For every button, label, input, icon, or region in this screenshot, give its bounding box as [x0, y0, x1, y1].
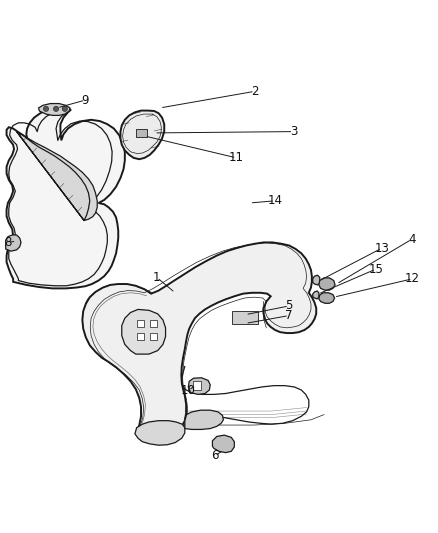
Polygon shape [6, 235, 21, 251]
Text: 7: 7 [285, 309, 293, 322]
Circle shape [62, 106, 67, 111]
Polygon shape [313, 275, 320, 285]
Polygon shape [17, 132, 97, 221]
Text: 2: 2 [251, 85, 259, 98]
Text: 3: 3 [290, 125, 297, 138]
Bar [150, 320, 157, 327]
Polygon shape [135, 421, 185, 445]
Circle shape [43, 106, 49, 111]
Polygon shape [313, 291, 319, 299]
Bar [137, 320, 144, 327]
Text: 9: 9 [81, 94, 89, 107]
Bar [193, 381, 201, 390]
Polygon shape [82, 243, 316, 435]
Polygon shape [39, 103, 70, 115]
Text: 1: 1 [153, 271, 161, 284]
Text: 14: 14 [268, 195, 283, 207]
Polygon shape [7, 108, 125, 288]
Text: 13: 13 [374, 241, 389, 255]
Polygon shape [120, 110, 164, 159]
Bar [136, 129, 147, 137]
Polygon shape [188, 378, 210, 394]
Text: 11: 11 [229, 151, 244, 164]
Polygon shape [122, 310, 166, 354]
Text: 15: 15 [368, 263, 383, 276]
Text: 10: 10 [181, 384, 196, 397]
Text: 4: 4 [408, 233, 416, 246]
Circle shape [53, 106, 59, 111]
Text: 8: 8 [4, 236, 11, 249]
Bar [232, 311, 258, 324]
Bar [150, 333, 157, 340]
Text: 6: 6 [211, 449, 219, 462]
Polygon shape [319, 278, 335, 290]
Polygon shape [319, 293, 335, 303]
Bar [137, 333, 144, 340]
Text: 5: 5 [286, 300, 293, 312]
Polygon shape [185, 410, 223, 430]
Text: 12: 12 [405, 272, 420, 285]
Polygon shape [212, 435, 234, 453]
